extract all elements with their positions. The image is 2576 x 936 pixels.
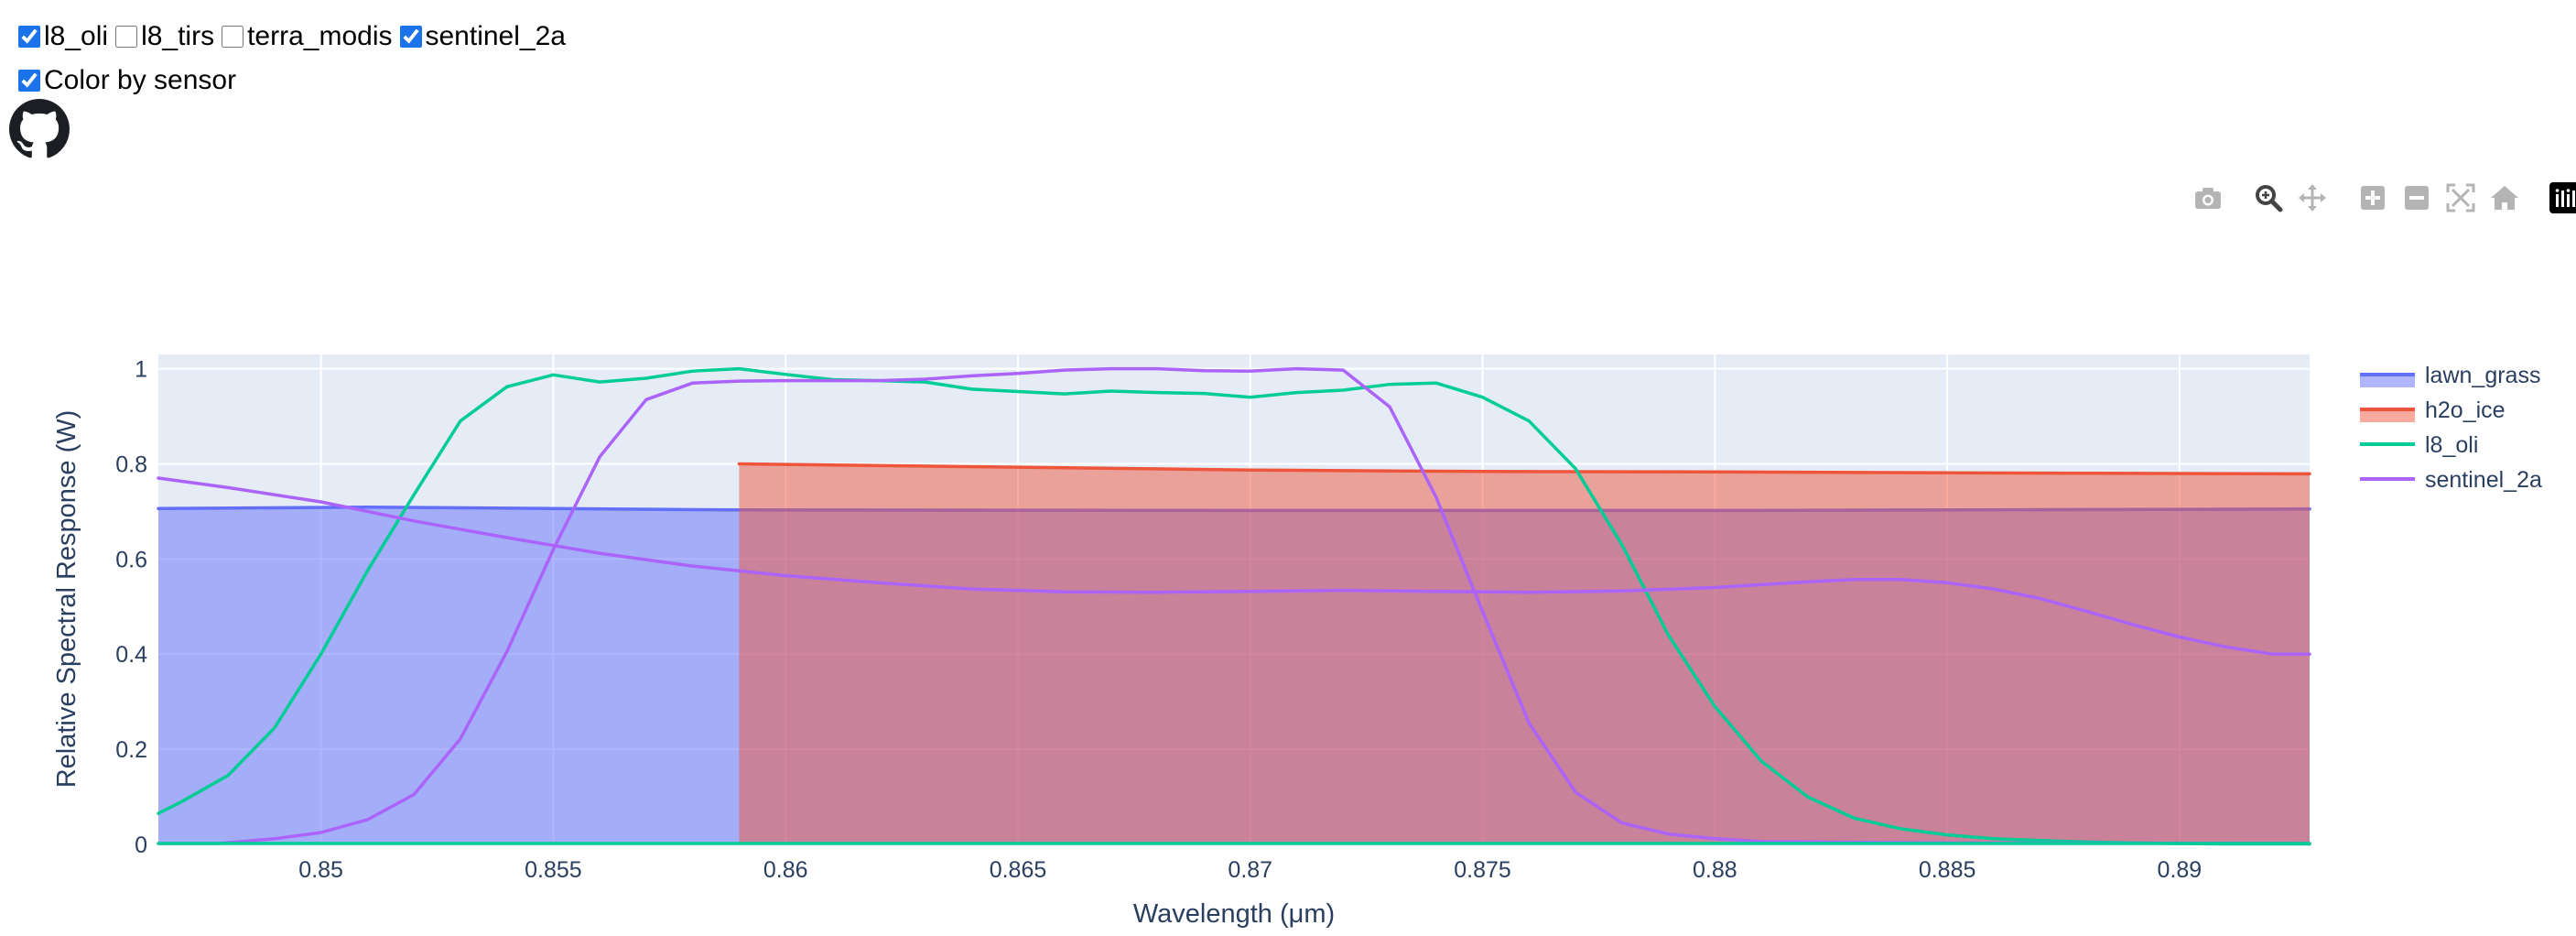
x-axis-ticks: 0.85 0.855 0.86 0.865 0.87 0.875 0.88 0.885 0.89 bbox=[298, 857, 2202, 883]
legend-item-lawn-grass[interactable]: lawn_grass bbox=[2360, 363, 2540, 388]
y-tick-label: 1 bbox=[135, 357, 147, 383]
checkbox-label-terra-modis: terra_modis bbox=[247, 15, 392, 59]
x-tick-label: 0.89 bbox=[2158, 857, 2203, 883]
y-tick-label: 0.6 bbox=[115, 547, 147, 572]
controls-panel: l8_oli l8_tirs terra_modis sentinel_2a C… bbox=[13, 15, 568, 103]
grid-lines bbox=[158, 354, 2310, 844]
plotly-logo-icon[interactable] bbox=[2549, 181, 2576, 214]
lawn-grass-line bbox=[158, 507, 2310, 511]
autoscale-icon[interactable] bbox=[2444, 181, 2477, 214]
plot-background bbox=[158, 354, 2310, 844]
x-tick-label: 0.855 bbox=[525, 857, 582, 883]
y-tick-label: 0 bbox=[135, 833, 147, 858]
h2o-ice-line bbox=[739, 464, 2310, 474]
y-axis-label: Relative Spectral Response (W) bbox=[52, 410, 81, 789]
zoom-in-icon[interactable] bbox=[2356, 181, 2389, 214]
x-tick-label: 0.86 bbox=[763, 857, 808, 883]
legend-swatch-fill bbox=[2360, 373, 2415, 387]
y-tick-label: 0.2 bbox=[115, 737, 147, 763]
plot-modebar bbox=[2186, 180, 2576, 216]
x-tick-label: 0.85 bbox=[298, 857, 343, 883]
color-by-sensor-row: Color by sensor bbox=[13, 59, 568, 103]
plot-area bbox=[158, 369, 2310, 844]
y-tick-label: 0.4 bbox=[115, 642, 147, 668]
checkbox-label-sentinel-2a: sentinel_2a bbox=[426, 15, 566, 59]
checkbox-l8-tirs[interactable] bbox=[115, 26, 137, 48]
legend-label: sentinel_2a bbox=[2425, 467, 2542, 493]
sensor-checkbox-row: l8_oli l8_tirs terra_modis sentinel_2a bbox=[13, 15, 568, 59]
y-axis-ticks: 0 0.2 0.4 0.6 0.8 1 bbox=[115, 357, 147, 858]
checkbox-l8-oli[interactable] bbox=[18, 26, 40, 48]
zoom-icon[interactable] bbox=[2252, 181, 2285, 214]
h2o-ice-area bbox=[739, 464, 2310, 845]
lawn-grass-area bbox=[158, 507, 2310, 844]
legend-label: h2o_ice bbox=[2425, 397, 2506, 423]
checkbox-label-l8-tirs: l8_tirs bbox=[141, 15, 214, 59]
sentinel-2a-line bbox=[158, 369, 2310, 843]
x-tick-label: 0.875 bbox=[1454, 857, 1511, 883]
legend-item-h2o-ice[interactable]: h2o_ice bbox=[2360, 397, 2506, 423]
chart-legend: lawn_grass h2o_ice l8_oli sentinel_2a bbox=[2360, 363, 2542, 493]
pan-icon[interactable] bbox=[2296, 181, 2329, 214]
x-axis-label: Wavelength (μm) bbox=[1133, 899, 1335, 929]
checkbox-label-color-by-sensor: Color by sensor bbox=[44, 59, 236, 103]
series-4-line bbox=[158, 478, 2310, 654]
legend-label: l8_oli bbox=[2425, 432, 2478, 458]
zoom-out-icon[interactable] bbox=[2400, 181, 2433, 214]
y-tick-label: 0.8 bbox=[115, 452, 147, 477]
legend-item-l8-oli[interactable]: l8_oli bbox=[2360, 432, 2478, 458]
l8-oli-line bbox=[158, 369, 2310, 844]
x-tick-label: 0.865 bbox=[990, 857, 1047, 883]
camera-icon[interactable] bbox=[2192, 181, 2224, 214]
github-icon[interactable] bbox=[9, 99, 70, 159]
legend-item-sentinel-2a[interactable]: sentinel_2a bbox=[2360, 467, 2542, 493]
legend-label: lawn_grass bbox=[2425, 363, 2540, 388]
checkbox-color-by-sensor[interactable] bbox=[18, 70, 40, 92]
x-tick-label: 0.885 bbox=[1919, 857, 1976, 883]
legend-swatch-fill bbox=[2360, 408, 2415, 422]
x-tick-label: 0.87 bbox=[1228, 857, 1272, 883]
checkbox-terra-modis[interactable] bbox=[222, 26, 244, 48]
checkbox-label-l8-oli: l8_oli bbox=[44, 15, 108, 59]
x-tick-label: 0.88 bbox=[1693, 857, 1737, 883]
reset-axes-icon[interactable] bbox=[2488, 181, 2521, 214]
checkbox-sentinel-2a[interactable] bbox=[400, 26, 422, 48]
